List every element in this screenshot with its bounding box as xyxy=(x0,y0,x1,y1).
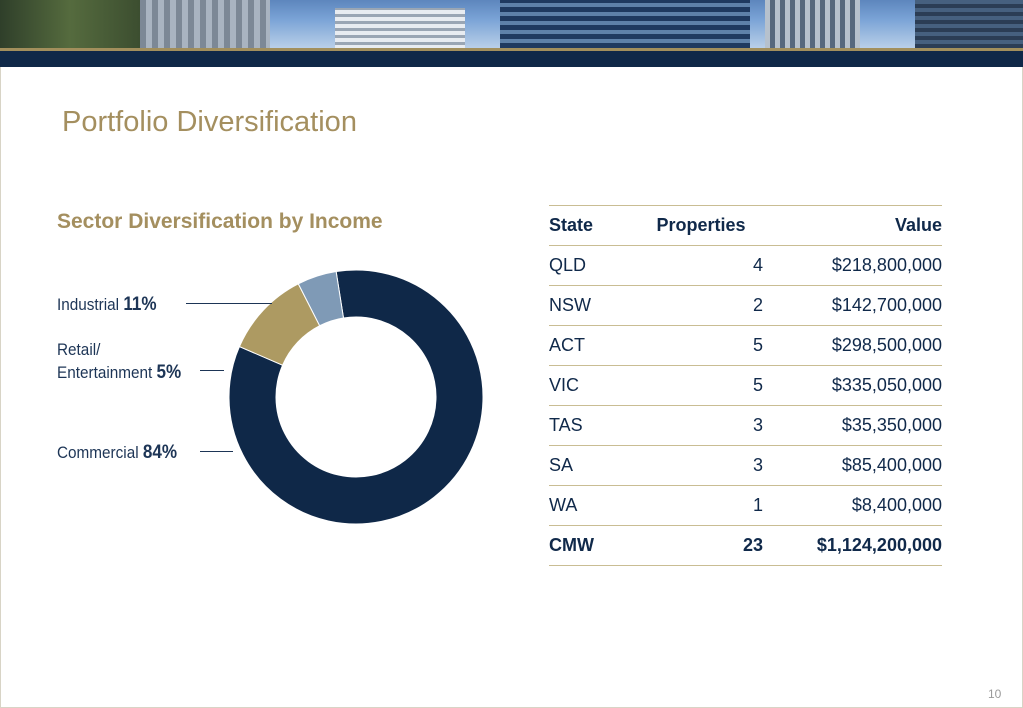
leader-industrial xyxy=(186,303,272,304)
page-title: Portfolio Diversification xyxy=(62,106,357,138)
col-header-state: State xyxy=(549,205,639,246)
cell-total-value: $1,124,200,000 xyxy=(763,525,942,566)
cell-state: TAS xyxy=(549,405,639,446)
label-retail-value: 5% xyxy=(156,362,182,383)
chart-title: Sector Diversification by Income xyxy=(57,210,383,233)
col-header-properties: Properties xyxy=(639,205,763,246)
label-retail-line1: Retail/ xyxy=(57,340,101,359)
label-commercial: Commercial 84% xyxy=(57,441,177,464)
label-industrial: Industrial 11% xyxy=(57,293,157,316)
cell-properties: 3 xyxy=(639,405,763,446)
label-industrial-value: 11% xyxy=(123,294,157,315)
table-row: NSW 2 $142,700,000 xyxy=(549,285,942,326)
cell-value: $218,800,000 xyxy=(763,245,942,286)
table-row: SA 3 $85,400,000 xyxy=(549,445,942,486)
table-row: VIC 5 $335,050,000 xyxy=(549,365,942,406)
header-gold-rule xyxy=(0,48,1023,51)
page-number: 10 xyxy=(988,687,1002,701)
slice-commercial xyxy=(228,269,484,525)
cell-value: $335,050,000 xyxy=(763,365,942,406)
col-header-value: Value xyxy=(763,205,942,246)
cell-value: $142,700,000 xyxy=(763,285,942,326)
cell-properties: 4 xyxy=(639,245,763,286)
state-portfolio-table: State Properties Value QLD 4 $218,800,00… xyxy=(549,205,942,566)
table-row: QLD 4 $218,800,000 xyxy=(549,245,942,286)
cell-properties: 5 xyxy=(639,365,763,406)
cell-value: $85,400,000 xyxy=(763,445,942,486)
cell-value: $8,400,000 xyxy=(763,485,942,526)
table-row: TAS 3 $35,350,000 xyxy=(549,405,942,446)
cell-properties: 1 xyxy=(639,485,763,526)
cell-state: WA xyxy=(549,485,639,526)
cell-total-label: CMW xyxy=(549,525,639,566)
cell-total-properties: 23 xyxy=(639,525,763,566)
cell-state: ACT xyxy=(549,325,639,366)
label-retail-name: Entertainment xyxy=(57,363,153,382)
cell-value: $35,350,000 xyxy=(763,405,942,446)
leader-commercial xyxy=(200,451,233,452)
table-row: ACT 5 $298,500,000 xyxy=(549,325,942,366)
header-navy-bar xyxy=(0,51,1023,67)
leader-retail xyxy=(200,370,224,371)
label-industrial-name: Industrial xyxy=(57,295,120,314)
label-retail: Entertainment 5% xyxy=(57,361,181,384)
label-commercial-value: 84% xyxy=(142,442,178,463)
table-row: WA 1 $8,400,000 xyxy=(549,485,942,526)
table-header-row: State Properties Value xyxy=(549,205,942,246)
cell-properties: 5 xyxy=(639,325,763,366)
cell-properties: 3 xyxy=(639,445,763,486)
cell-value: $298,500,000 xyxy=(763,325,942,366)
slice-retail-entertainment xyxy=(297,270,345,327)
cell-properties: 2 xyxy=(639,285,763,326)
label-commercial-name: Commercial xyxy=(57,443,139,462)
table-total-row: CMW 23 $1,124,200,000 xyxy=(549,525,942,566)
cell-state: QLD xyxy=(549,245,639,286)
cell-state: SA xyxy=(549,445,639,486)
header-banner-image xyxy=(0,0,1023,48)
cell-state: VIC xyxy=(549,365,639,406)
cell-state: NSW xyxy=(549,285,639,326)
